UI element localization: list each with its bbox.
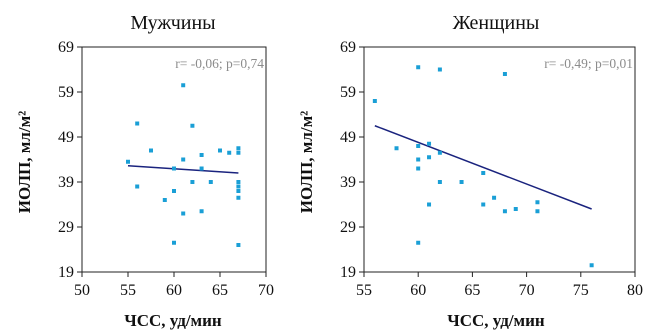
data-point-men: [236, 150, 241, 155]
y-tick-label-men: 49: [58, 129, 74, 146]
data-point-women: [437, 67, 442, 72]
data-point-men: [236, 146, 241, 151]
y-tick-label-women: 49: [340, 129, 356, 146]
chart-men: Мужчины ИОЛП, мл/м² ЧСС, уд/мин r= -0,06…: [15, 12, 274, 330]
x-tick-label-women: 55: [356, 282, 372, 299]
x-tick-label-women: 60: [410, 282, 426, 299]
data-point-women: [416, 65, 421, 70]
plot-area-women: 55 60 65 70 75 80 19 29 39 49 59 69: [340, 39, 643, 299]
data-point-men: [162, 198, 167, 202]
x-tick-label-men: 65: [212, 282, 228, 299]
x-tick-label-men: 70: [258, 282, 274, 299]
data-point-men: [172, 240, 176, 245]
data-point-women: [535, 200, 540, 205]
x-axis-title-women: ЧСС, уд/мин: [447, 311, 545, 330]
data-point-men: [181, 157, 186, 162]
y-axis-title-women: ИОЛП, мл/м²: [297, 111, 316, 214]
y-tick-label-men: 59: [58, 84, 74, 101]
data-point-women: [589, 263, 594, 268]
data-point-women: [535, 209, 540, 214]
data-point-men: [126, 159, 130, 164]
chart-women: Женщины ИОЛП, мл/м² ЧСС, уд/мин r= -0,49…: [297, 12, 643, 330]
data-point-women: [416, 157, 421, 162]
correlation-annotation-men: r= -0,06; p=0,74: [175, 56, 264, 71]
y-tick-label-men: 29: [58, 219, 74, 236]
x-tick-label-women: 80: [627, 282, 643, 299]
chart-title-men: Мужчины: [130, 12, 215, 34]
y-tick-label-women: 19: [340, 264, 356, 281]
correlation-annotation-women: r= -0,49; p=0,01: [544, 56, 633, 71]
data-point-women: [502, 209, 507, 214]
y-tick-label-men: 39: [58, 174, 74, 191]
y-tick-label-women: 29: [340, 219, 356, 236]
data-point-women: [394, 146, 399, 151]
data-point-men: [172, 189, 176, 193]
data-point-women: [416, 166, 421, 171]
data-point-men: [227, 150, 232, 155]
data-point-men: [190, 123, 195, 128]
data-point-women: [372, 99, 377, 103]
data-point-men: [199, 166, 204, 171]
x-tick-label-men: 55: [120, 282, 136, 299]
data-point-men: [135, 121, 140, 126]
y-tick-label-women: 59: [340, 84, 356, 101]
data-point-men: [236, 189, 241, 193]
plot-frame-women: [363, 46, 636, 273]
x-tick-label-men: 50: [74, 282, 90, 299]
data-point-women: [427, 155, 432, 160]
regression-line-men: [127, 165, 239, 174]
data-point-women: [427, 141, 432, 146]
y-tick-label-women: 69: [340, 39, 356, 56]
data-point-women: [459, 180, 464, 184]
data-point-women: [502, 72, 507, 76]
data-point-men: [149, 148, 153, 153]
data-point-men: [199, 209, 204, 214]
data-point-men: [218, 148, 222, 153]
data-point-men: [236, 243, 241, 247]
data-point-men: [236, 180, 241, 184]
x-axis-title-men: ЧСС, уд/мин: [124, 311, 222, 330]
data-point-women: [437, 180, 442, 184]
data-point-men: [208, 180, 213, 184]
data-point-men: [181, 211, 186, 216]
x-tick-label-women: 65: [464, 282, 480, 299]
data-point-men: [181, 83, 186, 88]
data-point-women: [416, 240, 421, 245]
y-tick-label-men: 19: [58, 264, 74, 281]
y-axis-title-men: ИОЛП, мл/м²: [15, 111, 34, 214]
x-tick-label-women: 75: [573, 282, 589, 299]
y-tick-label-women: 39: [340, 174, 356, 191]
data-point-men: [172, 166, 176, 171]
y-tick-label-men: 69: [58, 39, 74, 56]
data-point-men: [190, 180, 195, 184]
data-point-men: [236, 184, 241, 189]
plot-frame-men: [81, 46, 267, 273]
data-point-women: [416, 144, 421, 148]
data-point-women: [492, 195, 497, 200]
data-point-men: [199, 153, 204, 157]
data-point-women: [513, 207, 518, 211]
regression-line-women: [374, 125, 592, 210]
data-point-men: [236, 195, 241, 200]
data-point-women: [481, 202, 486, 207]
data-point-men: [135, 184, 140, 189]
data-point-women: [427, 202, 432, 207]
x-tick-label-women: 70: [519, 282, 535, 299]
x-tick-label-men: 60: [166, 282, 182, 299]
plot-area-men: 50 55 60 65 70 19 29 39 49 59 69: [58, 39, 274, 299]
data-point-women: [481, 171, 486, 175]
data-point-women: [437, 150, 442, 155]
chart-title-women: Женщины: [453, 12, 540, 34]
